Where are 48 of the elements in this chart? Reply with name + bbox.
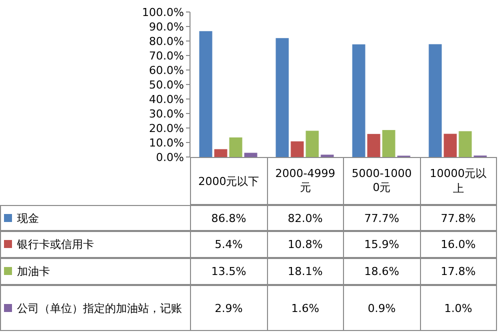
data-label: 77.8% <box>440 212 476 224</box>
bar <box>352 44 366 157</box>
data-label: 16.0% <box>440 238 476 251</box>
data-label: 1.6% <box>291 302 320 314</box>
y-tick-label: 60.0% <box>149 64 184 77</box>
data-label: 18.1% <box>288 265 323 278</box>
legend-label: 银行卡或信用卡 <box>17 237 94 252</box>
data-label: 17.8% <box>440 265 476 278</box>
bar <box>382 130 396 157</box>
bar <box>428 44 442 157</box>
y-tick-label: 10.0% <box>149 136 184 150</box>
x-tick-label: 10000元以上 <box>428 166 488 196</box>
data-label: 86.8% <box>211 212 246 224</box>
legend-label: 现金 <box>17 210 39 226</box>
y-tick-label: 100.0% <box>142 6 184 19</box>
bar <box>444 134 457 157</box>
bar <box>199 31 212 157</box>
data-label: 0.9% <box>368 302 396 314</box>
x-tick-label: 2000-4999元 <box>274 167 336 195</box>
y-tick-label: 80.0% <box>149 35 184 48</box>
y-tick-label: 90.0% <box>149 20 184 34</box>
bar <box>290 141 304 157</box>
data-label: 82.0% <box>288 212 323 224</box>
data-label: 5.4% <box>214 238 243 251</box>
y-tick-label: 30.0% <box>149 108 184 120</box>
bar <box>458 131 472 157</box>
data-label: 13.5% <box>211 265 246 278</box>
y-tick-label: 20.0% <box>149 122 184 135</box>
y-tick-label: 0.0% <box>156 151 184 164</box>
y-tick-label: 70.0% <box>149 50 184 62</box>
bar <box>214 149 228 157</box>
bar <box>229 137 242 157</box>
y-tick-label: 40.0% <box>149 93 184 106</box>
legend-label: 加油卡 <box>17 264 50 279</box>
bar <box>306 130 319 157</box>
data-label: 2.9% <box>214 302 243 314</box>
bar <box>367 134 380 157</box>
data-label: 10.8% <box>288 238 323 251</box>
data-label: 1.0% <box>444 302 472 314</box>
data-label: 77.7% <box>364 212 400 224</box>
y-tick-label: 50.0% <box>149 78 184 92</box>
x-tick-label: 5000-10000元 <box>350 167 413 195</box>
data-label: 18.6% <box>364 265 400 278</box>
x-tick-label: 2000元以下 <box>198 174 260 188</box>
legend-label: 公司（单位）指定的加油站，记账 <box>17 300 182 316</box>
data-label: 15.9% <box>364 238 400 251</box>
bar <box>244 152 258 157</box>
bar <box>276 38 289 157</box>
